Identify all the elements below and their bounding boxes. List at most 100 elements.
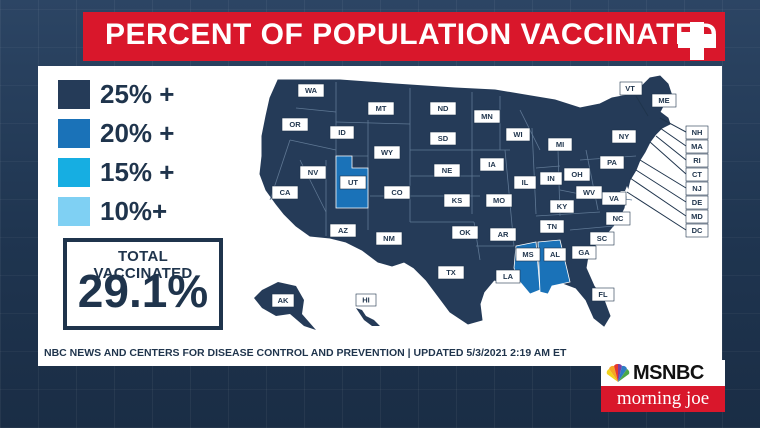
svg-text:AK: AK [278,296,289,305]
legend-swatch-25 [58,80,90,109]
svg-text:NJ: NJ [692,184,702,193]
state-label-ia: IA [479,157,505,172]
svg-text:MS: MS [522,250,533,259]
svg-text:AZ: AZ [338,226,348,235]
peacock-icon [606,363,630,382]
state-label-mi: MI [547,137,573,152]
legend-swatch-20 [58,119,90,148]
svg-text:CA: CA [280,188,291,197]
legend-swatch-10 [58,197,90,226]
svg-text:WI: WI [513,130,522,139]
state-label-ut: UT [339,175,367,190]
state-label-nd: ND [429,101,457,116]
svg-text:NE: NE [442,166,452,175]
svg-text:NM: NM [383,234,395,243]
state-label-ga: GA [571,245,597,260]
state-label-sd: SD [429,131,457,146]
svg-text:ID: ID [338,128,346,137]
svg-text:IA: IA [488,160,496,169]
svg-text:ND: ND [438,104,449,113]
state-label-tn: TN [539,219,565,234]
svg-text:DE: DE [692,198,702,207]
svg-text:VT: VT [625,84,635,93]
svg-text:GA: GA [578,248,590,257]
svg-text:TX: TX [446,268,456,277]
state-label-wi: WI [505,127,531,142]
state-label-oh: OH [563,167,591,182]
legend-label-25: 25% + [100,79,175,109]
state-label-ar: AR [489,227,517,242]
state-label-dc: DC [685,223,709,238]
state-label-il: IL [513,175,537,190]
state-labels: WA OR CA NV ID MT WY UT CO AZ NM ND SD N… [271,81,709,308]
state-label-wv: WV [575,185,603,200]
medical-cross-icon [678,22,716,60]
state-label-ny: NY [611,129,637,144]
svg-text:KS: KS [452,196,462,205]
state-label-tx: TX [437,265,465,280]
legend-label-15: 15% + [100,157,175,187]
svg-text:AR: AR [498,230,509,239]
svg-text:WV: WV [583,188,595,197]
svg-text:ME: ME [658,96,669,105]
svg-text:MO: MO [493,196,505,205]
svg-text:IL: IL [522,178,529,187]
msnbc-wordmark: MSNBC [633,362,704,384]
svg-text:TN: TN [547,222,557,231]
svg-text:LA: LA [503,272,514,281]
state-label-wy: WY [373,145,401,160]
svg-text:WA: WA [305,86,318,95]
state-label-id: ID [329,125,355,140]
svg-text:VA: VA [609,194,619,203]
state-label-ri: RI [685,153,709,168]
state-label-co: CO [383,185,411,200]
svg-text:NC: NC [613,214,624,223]
svg-text:MN: MN [481,112,493,121]
svg-text:MA: MA [691,142,703,151]
state-label-sc: SC [589,231,615,246]
total-vaccinated-label: TOTAL VACCINATED [93,248,193,282]
state-label-fl: FL [591,287,615,302]
legend-swatch-15 [58,158,90,187]
total-vaccinated-value: 29.1% [77,265,209,317]
msnbc-logo-bar: MSNBC [601,360,725,386]
state-label-hi: HI [355,293,377,307]
state-label-ks: KS [443,193,471,208]
network-logo: MSNBC morning joe [601,360,725,412]
show-wordmark: morning joe [616,388,710,409]
state-label-va: VA [601,191,627,206]
svg-text:NY: NY [619,132,629,141]
svg-text:WY: WY [381,148,393,157]
svg-text:MI: MI [556,140,564,149]
svg-text:OR: OR [289,120,301,129]
page-title: PERCENT OF POPULATION VACCINATED [105,18,718,51]
state-label-or: OR [281,117,309,132]
state-label-ma: MA [685,139,709,154]
svg-text:MD: MD [691,212,703,221]
leader-lines [626,95,687,231]
svg-text:KY: KY [557,202,567,211]
state-label-mt: MT [367,101,395,116]
state-label-ky: KY [549,199,575,214]
state-label-az: AZ [329,223,357,238]
svg-text:AL: AL [550,250,560,259]
state-label-me: ME [651,93,677,108]
svg-text:PA: PA [607,158,617,167]
state-label-nh: NH [685,125,709,140]
state-label-wa: WA [297,83,325,98]
title-banner: PERCENT OF POPULATION VACCINATED [83,12,725,61]
svg-text:UT: UT [348,178,358,187]
state-label-nv: NV [299,165,327,180]
svg-text:DC: DC [692,226,703,235]
source-credit: NBC NEWS AND CENTERS FOR DISEASE CONTROL… [44,347,567,359]
svg-text:OK: OK [459,228,471,237]
svg-text:HI: HI [362,296,370,305]
show-logo-bar: morning joe [601,386,725,412]
state-label-vt: VT [619,81,643,96]
state-shape-hi [356,308,380,326]
legend-label-10: 10%+ [100,196,168,226]
state-label-nj: NJ [685,181,709,196]
state-label-in: IN [539,171,563,186]
svg-text:OH: OH [571,170,582,179]
